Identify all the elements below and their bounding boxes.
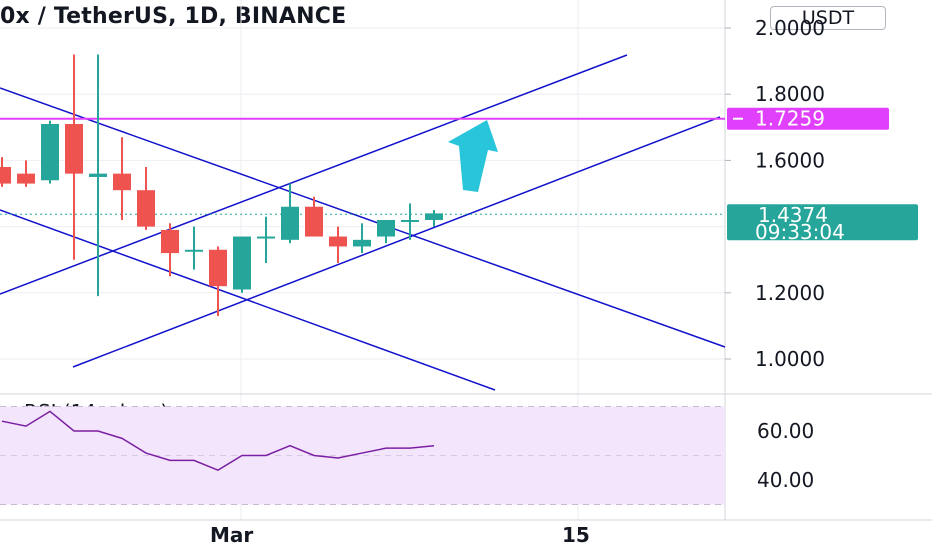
countdown-label: 09:33:04 bbox=[755, 220, 845, 244]
candle-body bbox=[305, 206, 323, 237]
trendline bbox=[0, 54, 628, 295]
candle-body bbox=[65, 123, 83, 174]
candle-body bbox=[161, 229, 179, 254]
rsi-tick-label: 60.00 bbox=[757, 419, 814, 443]
candle-body bbox=[185, 249, 203, 252]
resistance-tag bbox=[727, 107, 889, 130]
annotation-lines bbox=[0, 54, 726, 391]
candle-body bbox=[401, 219, 419, 222]
rsi-band-fill bbox=[0, 406, 725, 505]
candle-body bbox=[233, 236, 251, 290]
currency-button[interactable]: USDT bbox=[770, 6, 886, 30]
candle-body bbox=[353, 239, 371, 247]
price-tick-label: 2.0000 bbox=[755, 16, 825, 40]
candle-body bbox=[425, 213, 443, 220]
candles bbox=[0, 54, 443, 316]
up-arrow-icon bbox=[448, 120, 498, 192]
candle-body bbox=[377, 219, 395, 237]
candle-body bbox=[17, 173, 35, 184]
candle-body bbox=[137, 190, 155, 227]
price-tick-label: 1.6000 bbox=[755, 148, 825, 172]
last-price-tag bbox=[727, 204, 918, 241]
candle-body bbox=[113, 173, 131, 191]
chart-title: 0x / TetherUS, 1D, BINANCE bbox=[0, 4, 347, 29]
rsi-tick-label: 40.00 bbox=[757, 468, 814, 492]
price-tick-label: 1.0000 bbox=[755, 347, 825, 371]
price-tick-label: 1.8000 bbox=[755, 82, 825, 106]
candle-body bbox=[257, 236, 275, 239]
candle-body bbox=[329, 236, 347, 247]
trendline bbox=[0, 87, 726, 348]
trendline bbox=[72, 116, 721, 368]
last-price-label: 1.4374 bbox=[758, 203, 828, 227]
candle-body bbox=[209, 249, 227, 287]
candle-body bbox=[0, 167, 11, 184]
candle-body bbox=[89, 173, 107, 177]
candle-body bbox=[41, 123, 59, 181]
rsi-line bbox=[1, 410, 435, 472]
price-tick-label: 1.2000 bbox=[755, 281, 825, 305]
time-tick-label: 15 bbox=[562, 523, 590, 547]
rsi-series bbox=[1, 410, 435, 472]
candle-body bbox=[281, 206, 299, 240]
time-tick-label: Mar bbox=[210, 523, 253, 547]
rsi-band bbox=[0, 406, 725, 505]
resistance-tag-label: 1.7259 bbox=[755, 107, 825, 131]
axes: 2.0000 1.8000 1.6000 1.2000 1.0000 60.00 40.00… bbox=[210, 16, 918, 547]
